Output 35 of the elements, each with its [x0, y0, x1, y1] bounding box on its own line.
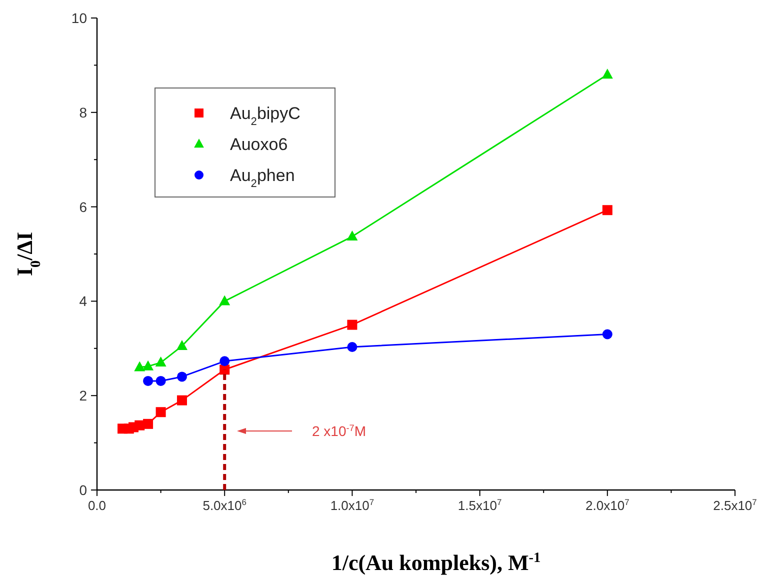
x-axis-title: 1/c(Au kompleks), M$^{-1}$ — [331, 550, 541, 575]
x-tick-label: 2.5x10$^{7}$ — [713, 497, 758, 513]
point — [142, 360, 154, 370]
legend-label: Au$_{2}$bipyC — [230, 104, 300, 128]
y-tick-label: 8 — [79, 104, 88, 120]
y-tick-label: 0 — [79, 482, 88, 498]
point — [176, 372, 187, 382]
x-tick-label: 0.0 — [88, 498, 106, 513]
point — [346, 230, 358, 241]
point — [156, 407, 166, 418]
point — [143, 376, 154, 386]
point — [602, 205, 612, 216]
legend-label: Au$_{2}$phen — [230, 166, 295, 190]
y-tick-label: 10 — [71, 10, 88, 26]
point — [176, 395, 187, 406]
point — [134, 361, 146, 372]
point — [219, 295, 230, 306]
x-tick-label: 5.0x10$^{6}$ — [202, 497, 247, 513]
y-tick-label: 2 — [79, 388, 88, 404]
x-tick-label: 1.0x10$^{7}$ — [330, 497, 374, 513]
point — [347, 320, 358, 330]
point — [143, 418, 154, 429]
point — [156, 376, 166, 386]
y-tick-label: 4 — [79, 293, 88, 310]
point — [220, 356, 230, 366]
legend-label: Auoxo6 — [230, 135, 288, 154]
x-tick-label: 1.5x10$^{7}$ — [458, 497, 502, 513]
point — [155, 356, 166, 367]
y-tick-label: 6 — [79, 198, 88, 215]
annotation: 2 x10$^{-7}$M — [312, 423, 366, 439]
x-tick-label: 2.0x10$^{7}$ — [586, 497, 630, 513]
point — [176, 340, 188, 350]
point — [347, 342, 358, 352]
point — [602, 329, 612, 340]
point — [602, 68, 613, 79]
